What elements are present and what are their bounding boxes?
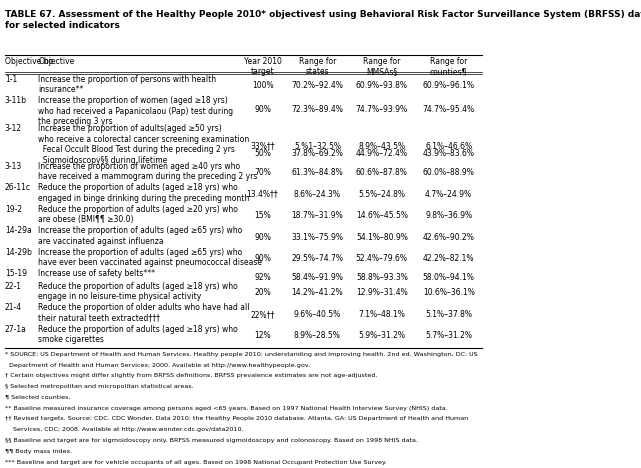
Text: 3-11b: 3-11b [5,96,27,105]
Text: 42.2%–82.1%: 42.2%–82.1% [423,254,474,263]
Text: § Selected metropolitan and micropolitan statistical areas.: § Selected metropolitan and micropolitan… [5,384,194,389]
Text: 5.%1–32.5%: 5.%1–32.5% [294,142,341,151]
Text: 5.1%–37.8%: 5.1%–37.8% [425,310,472,319]
Text: Reduce the proportion of adults (aged ≥18 yrs) who
smoke cigarettes: Reduce the proportion of adults (aged ≥1… [38,325,238,344]
Text: ¶ Selected counties.: ¶ Selected counties. [5,395,71,400]
Text: Increase the proportion of adults(aged ≥50 yrs)
who receive a colorectal cancer : Increase the proportion of adults(aged ≥… [38,124,249,165]
Text: Increase the proportion of women aged ≥40 yrs who
have received a mammogram duri: Increase the proportion of women aged ≥4… [38,161,258,181]
Text: 26-11c: 26-11c [5,183,31,192]
Text: 29.5%–74.7%: 29.5%–74.7% [292,254,344,263]
Text: Reduce the proportion of adults (aged ≥18 yrs) who
engaged in binge drinking dur: Reduce the proportion of adults (aged ≥1… [38,183,249,203]
Text: 52.4%–79.6%: 52.4%–79.6% [356,254,408,263]
Text: 8.9%–43.5%: 8.9%–43.5% [358,142,405,151]
Text: 5.9%–31.2%: 5.9%–31.2% [358,331,405,340]
Text: 18.7%–31.9%: 18.7%–31.9% [292,211,344,220]
Text: †† Revised targets. Source: CDC. CDC Wonder. Data 2010: the Healthy People 2010 : †† Revised targets. Source: CDC. CDC Won… [5,417,468,421]
Text: † Certain objectives might differ slightly from BRFSS definitions. BRFSS prevale: † Certain objectives might differ slight… [5,373,378,378]
Text: 74.7%–95.4%: 74.7%–95.4% [422,104,475,114]
Text: 20%: 20% [254,288,271,297]
Text: 42.6%–90.2%: 42.6%–90.2% [422,233,474,241]
Text: 60.0%–88.9%: 60.0%–88.9% [422,168,474,177]
Text: 3-13: 3-13 [5,161,22,171]
Text: Increase the proportion of persons with health
insurance**: Increase the proportion of persons with … [38,74,217,94]
Text: 14-29b: 14-29b [5,248,32,257]
Text: 5.5%–24.8%: 5.5%–24.8% [358,190,405,198]
Text: 58.0%–94.1%: 58.0%–94.1% [422,273,474,282]
Text: 54.1%–80.9%: 54.1%–80.9% [356,233,408,241]
Text: 4.7%–24.9%: 4.7%–24.9% [425,190,472,198]
Text: 61.3%–84.8%: 61.3%–84.8% [292,168,344,177]
Text: 90%: 90% [254,233,271,241]
Text: 90%: 90% [254,254,271,263]
Text: Objective no.: Objective no. [5,57,55,66]
Text: 10.6%–36.1%: 10.6%–36.1% [422,288,474,297]
Text: 60.9%–96.1%: 60.9%–96.1% [422,81,474,90]
Text: 44.9%–72.4%: 44.9%–72.4% [356,149,408,158]
Text: Range for
MMSAs§: Range for MMSAs§ [363,57,401,76]
Text: Services, CDC; 2008. Available at http://www.wonder.cdc.gov/data2010.: Services, CDC; 2008. Available at http:/… [5,427,244,432]
Text: 92%: 92% [254,273,271,282]
Text: * SOURCE: US Department of Health and Human Services. Healthy people 2010: under: * SOURCE: US Department of Health and Hu… [5,352,478,357]
Text: 1-1: 1-1 [5,74,17,84]
Text: 50%: 50% [254,149,271,158]
Text: 12%: 12% [254,331,271,340]
Text: 100%: 100% [252,81,273,90]
Text: 22-1: 22-1 [5,282,22,291]
Text: 74.7%–93.9%: 74.7%–93.9% [356,104,408,114]
Text: 3-12: 3-12 [5,124,22,133]
Text: Increase the proportion of adults (aged ≥65 yrs) who
are vaccinated against infl: Increase the proportion of adults (aged … [38,226,242,246]
Text: 12.9%–31.4%: 12.9%–31.4% [356,288,408,297]
Text: 72.3%–89.4%: 72.3%–89.4% [292,104,344,114]
Text: 60.6%–87.8%: 60.6%–87.8% [356,168,408,177]
Text: 27-1a: 27-1a [5,325,27,334]
Text: *** Baseline and target are for vehicle occupants of all ages. Based on 1998 Nat: *** Baseline and target are for vehicle … [5,460,387,465]
Text: 15-19: 15-19 [5,269,27,278]
Text: 90%: 90% [254,104,271,114]
Text: Department of Health and Human Services; 2000. Available at http://www.healthype: Department of Health and Human Services;… [5,363,310,367]
Text: Range for
states: Range for states [299,57,336,76]
Text: 70%: 70% [254,168,271,177]
Text: 19-2: 19-2 [5,205,22,214]
Text: TABLE 67. Assessment of the Healthy People 2010* objectives† using Behavioral Ri: TABLE 67. Assessment of the Healthy Peop… [5,10,641,30]
Text: 13.4%††: 13.4%†† [247,190,278,198]
Text: ** Baseline measured insurance coverage among persons aged <65 years. Based on 1: ** Baseline measured insurance coverage … [5,406,447,410]
Text: 8.9%–28.5%: 8.9%–28.5% [294,331,341,340]
Text: 58.8%–93.3%: 58.8%–93.3% [356,273,408,282]
Text: Reduce the proportion of adults (aged ≥20 yrs) who
are obese (BMI¶¶ ≥30.0): Reduce the proportion of adults (aged ≥2… [38,205,238,224]
Text: 14.2%–41.2%: 14.2%–41.2% [292,288,343,297]
Text: 70.2%–92.4%: 70.2%–92.4% [292,81,344,90]
Text: 9.6%–40.5%: 9.6%–40.5% [294,310,341,319]
Text: 5.7%–31.2%: 5.7%–31.2% [425,331,472,340]
Text: 14-29a: 14-29a [5,226,31,235]
Text: 43.9%–83.6%: 43.9%–83.6% [422,149,474,158]
Text: 58.4%–91.9%: 58.4%–91.9% [292,273,344,282]
Text: ¶¶ Body mass index.: ¶¶ Body mass index. [5,449,72,454]
Text: 8.6%–24.3%: 8.6%–24.3% [294,190,341,198]
Text: 6.1%–46.6%: 6.1%–46.6% [425,142,472,151]
Text: Increase use of safety belts***: Increase use of safety belts*** [38,269,155,278]
Text: 9.8%–36.9%: 9.8%–36.9% [425,211,472,220]
Text: Reduce the proportion of adults (aged ≥18 yrs) who
engage in no leisure-time phy: Reduce the proportion of adults (aged ≥1… [38,282,238,301]
Text: 22%††: 22%†† [251,310,275,319]
Text: 37.8%–69.2%: 37.8%–69.2% [292,149,344,158]
Text: Objective: Objective [38,57,74,66]
Text: 14.6%–45.5%: 14.6%–45.5% [356,211,408,220]
Text: Year 2010
target: Year 2010 target [244,57,281,76]
Text: Increase the proportion of women (aged ≥18 yrs)
who had received a Papanicolaou : Increase the proportion of women (aged ≥… [38,96,233,126]
Text: Reduce the proportion of older adults who have had all
their natural teeth extra: Reduce the proportion of older adults wh… [38,303,250,323]
Text: Increase the proportion of adults (aged ≥65 yrs) who
have ever been vaccinated a: Increase the proportion of adults (aged … [38,248,262,267]
Text: 15%: 15% [254,211,271,220]
Text: 33%††: 33%†† [250,142,275,151]
Text: 21-4: 21-4 [5,303,22,312]
Text: 33.1%–75.9%: 33.1%–75.9% [292,233,344,241]
Text: §§ Baseline and target are for sigmoidoscopy only. BRFSS measured sigmoidoscopy : §§ Baseline and target are for sigmoidos… [5,438,418,443]
Text: 60.9%–93.8%: 60.9%–93.8% [356,81,408,90]
Text: Range for
counties¶: Range for counties¶ [430,57,467,76]
Text: 7.1%–48.1%: 7.1%–48.1% [358,310,405,319]
